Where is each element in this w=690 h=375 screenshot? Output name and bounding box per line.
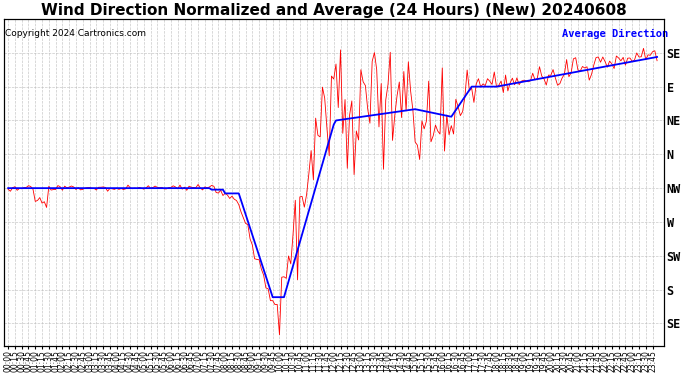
Text: Average Direction: Average Direction: [562, 29, 668, 39]
Text: Copyright 2024 Cartronics.com: Copyright 2024 Cartronics.com: [5, 29, 146, 38]
Title: Wind Direction Normalized and Average (24 Hours) (New) 20240608: Wind Direction Normalized and Average (2…: [41, 3, 627, 18]
